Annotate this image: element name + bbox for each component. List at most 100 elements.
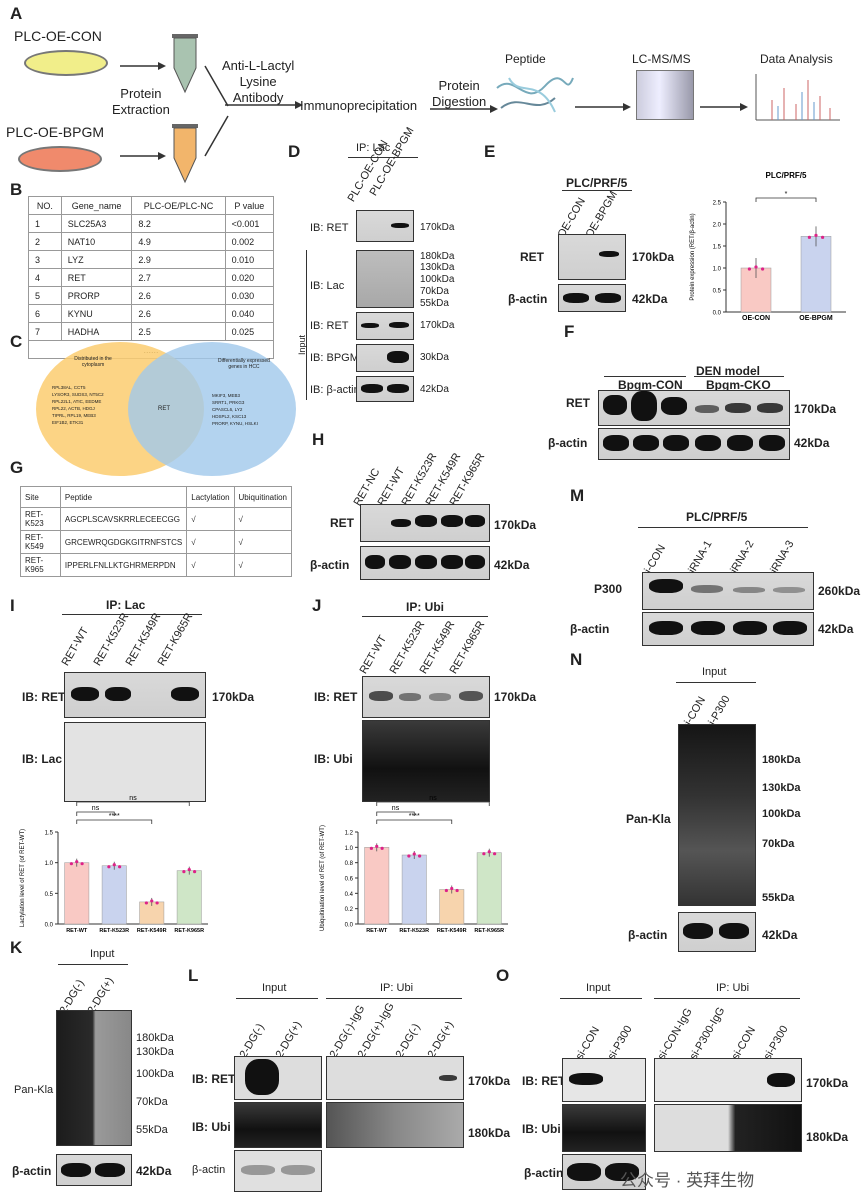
x-tick-label: RET-K549R (437, 928, 467, 934)
blot-o-actin (562, 1154, 646, 1190)
cell: 0.002 (224, 232, 275, 251)
digestion-label: Protein Digestion (432, 78, 487, 109)
input-label-d: Input (297, 334, 308, 356)
lane-label-j-1: RET-WT (357, 633, 390, 676)
mw-d-4: 100kDa (420, 274, 455, 285)
group2-label-f: Bpgm-CKO (706, 378, 771, 392)
significance-label: ns (429, 795, 437, 802)
lane-label-l-6: 2-DG(+) (425, 1019, 457, 1060)
blot-e-ret (558, 234, 626, 280)
data-point (380, 846, 384, 850)
lane-label-e-2: OE-BPGM (583, 189, 620, 240)
significance-label: ns (392, 805, 400, 812)
cell: 2.5 (131, 322, 226, 341)
data-point (814, 233, 818, 237)
x-tick-label: RET-WT (66, 928, 88, 934)
input-line-k (58, 964, 128, 965)
y-tick-label: 1.0 (345, 846, 354, 852)
mw-n-5: 55kDa (762, 892, 795, 904)
y-tick-label: 0.2 (345, 907, 354, 913)
chart-e: PLC/PRF/5 0.0 0.5 1.0 1.5 2.0 2.5 Protein expre… (690, 171, 846, 322)
ib-ret-label-j: IB: RET (314, 690, 358, 704)
cell: √ (233, 507, 293, 531)
significance-bracket (755, 197, 817, 202)
lane-label-o-2: si-P300 (605, 1023, 635, 1062)
cell: PRORP (60, 286, 133, 305)
blot-d-ret-input (356, 312, 414, 340)
table-row: 5 PRORP 2.6 0.030 (28, 286, 275, 305)
cell: KYNU (60, 304, 133, 323)
data-point (150, 899, 154, 903)
blot-n-pan (678, 724, 756, 906)
data-point (107, 865, 111, 869)
actin-label-h: β-actin (310, 558, 350, 572)
significance-bracket (376, 811, 415, 816)
sites-table: Site Peptide Lactylation Ubiquitination RET… (20, 486, 293, 577)
mw-m-2: 42kDa (818, 622, 854, 636)
ip-lac-label-i: IP: Lac (106, 598, 146, 612)
data-point (182, 870, 186, 874)
group1-line-f (604, 376, 686, 377)
data-point (418, 854, 422, 858)
mw-d-7: 170kDa (420, 320, 455, 331)
bar (401, 854, 427, 925)
gene-table: NO. Gene_name PLC-OE/PLC-NC P value 1 SLC… (28, 196, 275, 359)
cell: Lactylation (186, 486, 235, 508)
y-tick-label: 2.0 (713, 223, 722, 229)
mw-k-1: 180kDa (136, 1032, 174, 1044)
significance-bracket (76, 819, 153, 824)
lane-label-l-2: 2-DG(+) (273, 1019, 305, 1060)
blot-k-pan (56, 1010, 132, 1146)
data-point (69, 862, 73, 866)
bar (364, 847, 390, 925)
input-line-n (676, 682, 756, 683)
blot-f-actin (598, 428, 790, 460)
mw-n-4: 70kDa (762, 838, 795, 850)
table-row: RET-K965 IPPERLFNLLKTGHRMERPDN √ √ (20, 553, 293, 577)
ip-ubi-label-o: IP: Ubi (716, 982, 750, 994)
mw-h-1: 170kDa (494, 518, 537, 532)
cell: 2 (28, 232, 62, 251)
cell: HADHA (60, 322, 133, 341)
data-point (482, 852, 486, 856)
cell: NAT10 (60, 232, 133, 251)
significance-label: **** (109, 813, 120, 820)
ib-lac-label-i: IB: Lac (22, 752, 63, 766)
mw-m-1: 260kDa (818, 584, 861, 598)
significance-bracket (76, 801, 190, 806)
mw-k-5: 55kDa (136, 1124, 168, 1136)
mw-n-1: 180kDa (762, 754, 801, 766)
data-point (455, 888, 459, 893)
input-line-o (560, 998, 642, 999)
blot-j-ubi (362, 720, 490, 802)
cell-line-line-m (638, 527, 808, 528)
panel-letter-b: B (10, 180, 23, 199)
ret-label-h: RET (330, 516, 354, 530)
panel-letter-k: K (10, 938, 23, 957)
panel-letter-f: F (564, 322, 575, 341)
x-tick-label: RET-K523R (399, 928, 429, 934)
cell: IPPERLFNLLKTGHRMERPDN (59, 553, 188, 577)
blot-h-actin (360, 546, 490, 580)
data-point (144, 901, 148, 905)
y-tick-label: 1.2 (345, 831, 354, 837)
cell: 2.9 (131, 250, 226, 269)
significance-label: ns (129, 795, 137, 802)
chart-j: 0.0 0.2 0.4 0.6 0.8 1.0 1.2 Ubiquitination leve… (320, 795, 508, 934)
dish-bpgm (18, 146, 102, 172)
blot-d-lac (356, 250, 414, 308)
blot-m-actin (642, 612, 814, 646)
lcms-label: LC-MS/MS (632, 52, 691, 66)
cell: 2.6 (131, 286, 226, 305)
mw-e-1: 170kDa (632, 250, 675, 264)
input-bracket-d (306, 250, 307, 400)
ib-ret-label-o: IB: RET (522, 1074, 566, 1088)
panel-letter-h: H (312, 430, 325, 449)
panel-letter-j: J (312, 596, 322, 615)
data-point (807, 235, 811, 239)
y-tick-label: 0.6 (345, 877, 354, 883)
cell: 6 (28, 304, 62, 323)
mw-d-1: 170kDa (420, 222, 455, 233)
panel-letter-e: E (484, 142, 496, 161)
y-axis-label: Protein expression (RET/β-actin) (690, 213, 696, 300)
